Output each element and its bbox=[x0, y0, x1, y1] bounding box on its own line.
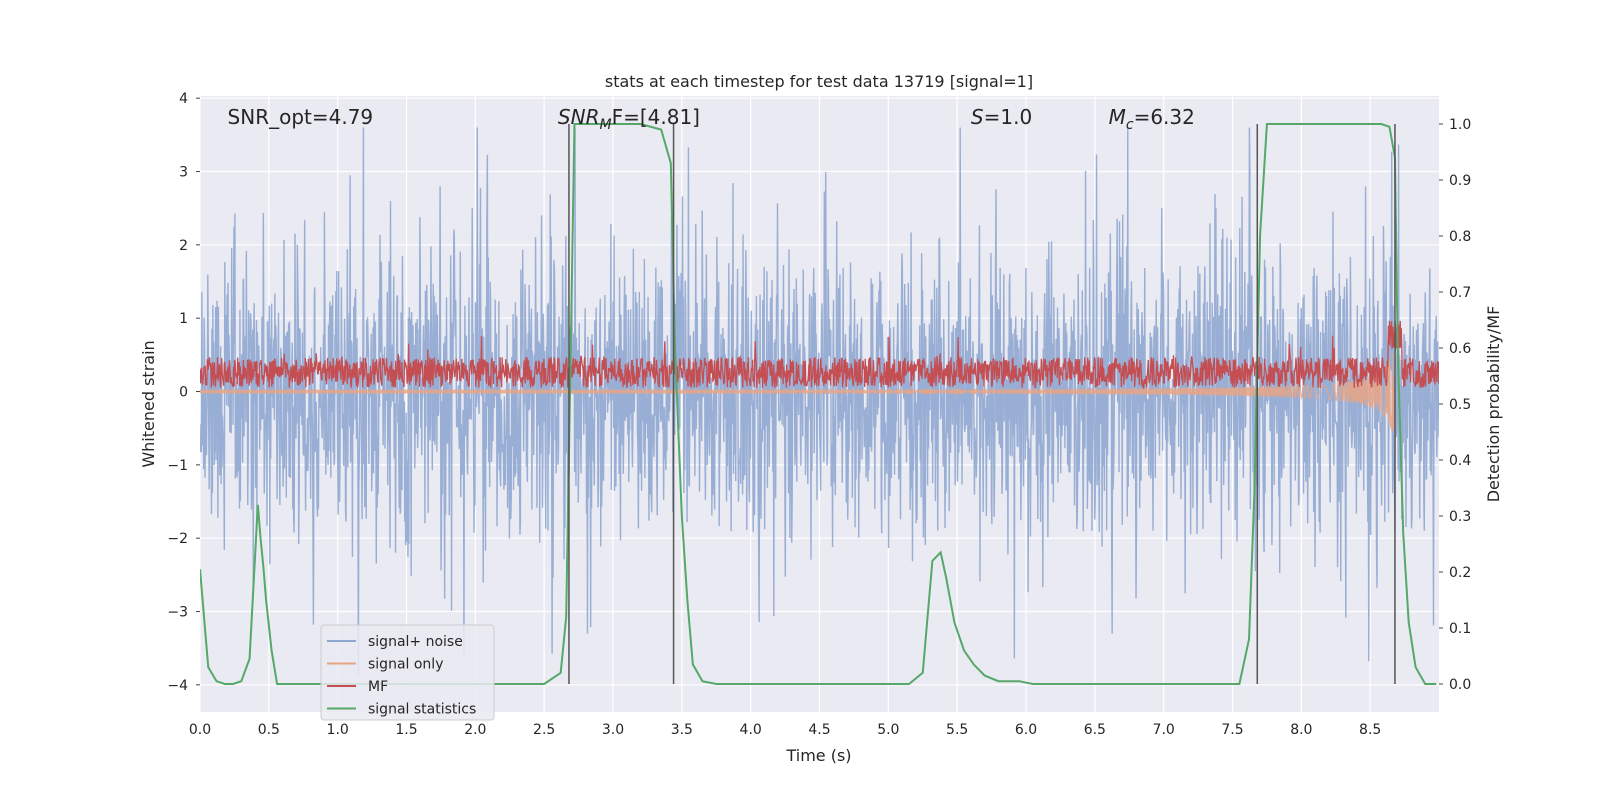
series-signal-noise bbox=[200, 127, 1439, 676]
annotation-base: M bbox=[1109, 105, 1126, 129]
y-left-axis-label: Whitened strain bbox=[139, 340, 158, 467]
annotation: SNRMF=[4.81] bbox=[558, 105, 700, 133]
legend-label: signal only bbox=[368, 657, 443, 673]
annotation-rest: F=[4.81] bbox=[612, 105, 700, 129]
annotations: SNR_opt=4.79 SNRMF=[4.81] S=1.0 Mc=6.32 bbox=[228, 105, 1195, 133]
y-right-tick-label: 0.3 bbox=[1449, 509, 1471, 525]
y-right-tick-label: 0.7 bbox=[1449, 285, 1471, 301]
series-mf bbox=[200, 320, 1439, 390]
chart-title: stats at each timestep for test data 137… bbox=[605, 72, 1033, 91]
x-tick-label: 2.0 bbox=[464, 722, 486, 738]
y-left-tick-label: 1 bbox=[179, 311, 188, 327]
x-tick-label: 8.5 bbox=[1359, 722, 1381, 738]
y-right-tick-label: 0.9 bbox=[1449, 173, 1471, 189]
x-tick-label: 6.0 bbox=[1015, 722, 1037, 738]
annotation-base: SNR bbox=[558, 105, 600, 129]
vertical-markers bbox=[568, 124, 1396, 684]
series-signal-only bbox=[200, 352, 1396, 432]
x-tick-label: 1.5 bbox=[395, 722, 417, 738]
annotation-rest: =1.0 bbox=[984, 105, 1033, 129]
y-left-tick-label: 2 bbox=[179, 238, 188, 254]
annotation-subscript: c bbox=[1126, 117, 1134, 133]
y-right-tick-labels: 1.0 0.9 0.8 0.7 0.6 0.5 0.4 0.3 0.2 0.1 0.0 bbox=[1439, 117, 1471, 693]
data-layer bbox=[200, 123, 1439, 685]
y-right-tick-label: 0.5 bbox=[1449, 397, 1471, 413]
x-tick-label: 4.5 bbox=[808, 722, 830, 738]
annotation-rest: =6.32 bbox=[1134, 105, 1195, 129]
annotation: S=1.0 bbox=[971, 105, 1032, 129]
y-left-tick-label: −4 bbox=[167, 678, 188, 694]
x-tick-label: 1.0 bbox=[327, 722, 349, 738]
legend-label: signal+ noise bbox=[368, 634, 463, 650]
annotation-subscript: M bbox=[599, 117, 611, 133]
annotation-base: S bbox=[971, 105, 984, 129]
y-left-tick-label: 3 bbox=[179, 165, 188, 181]
series-signal-statistics bbox=[200, 123, 1437, 685]
x-tick-label: 0.5 bbox=[258, 722, 280, 738]
x-tick-label: 4.0 bbox=[740, 722, 762, 738]
legend-label: MF bbox=[368, 679, 388, 695]
y-left-tick-label: −2 bbox=[167, 531, 188, 547]
annotation-base: SNR_opt=4.79 bbox=[228, 105, 374, 129]
legend-items: signal+ noise signal only MF signal statist… bbox=[327, 634, 476, 718]
legend-label: signal statistics bbox=[368, 702, 476, 718]
x-tick-label: 5.5 bbox=[946, 722, 968, 738]
x-axis-label: Time (s) bbox=[785, 746, 851, 765]
y-right-tick-label: 0.6 bbox=[1449, 341, 1471, 357]
y-right-axis-label: Detection probability/MF bbox=[1484, 306, 1503, 503]
y-right-tick-label: 0.8 bbox=[1449, 229, 1471, 245]
y-left-tick-label: 4 bbox=[179, 91, 188, 107]
x-tick-label: 2.5 bbox=[533, 722, 555, 738]
x-tick-label: 3.0 bbox=[602, 722, 624, 738]
y-left-tick-label: −1 bbox=[167, 458, 188, 474]
x-tick-label: 7.5 bbox=[1221, 722, 1243, 738]
x-tick-labels: 0.0 0.5 1.0 1.5 2.0 2.5 3.0 3.5 4.0 4.5 5.0 5.5 6.0 6… bbox=[189, 722, 1381, 738]
annotation: SNR_opt=4.79 bbox=[228, 105, 374, 129]
x-tick-label: 3.5 bbox=[671, 722, 693, 738]
annotation: Mc=6.32 bbox=[1109, 105, 1195, 133]
y-right-tick-label: 1.0 bbox=[1449, 117, 1471, 133]
y-right-tick-label: 0.4 bbox=[1449, 453, 1471, 469]
x-tick-label: 5.0 bbox=[877, 722, 899, 738]
legend-box bbox=[320, 624, 495, 721]
x-tick-label: 7.0 bbox=[1153, 722, 1175, 738]
legend: signal+ noise signal only MF signal statist… bbox=[320, 624, 495, 721]
y-right-tick-label: 0.1 bbox=[1449, 621, 1471, 637]
x-tick-label: 8.0 bbox=[1290, 722, 1312, 738]
y-left-tick-labels: 4 3 2 1 0 −1 −2 −3 −4 bbox=[167, 91, 200, 694]
y-right-tick-label: 0.0 bbox=[1449, 677, 1471, 693]
x-tick-label: 0.0 bbox=[189, 722, 211, 738]
y-left-tick-label: −3 bbox=[167, 605, 188, 621]
y-left-tick-label: 0 bbox=[179, 385, 188, 401]
y-right-tick-label: 0.2 bbox=[1449, 565, 1471, 581]
x-tick-label: 6.5 bbox=[1084, 722, 1106, 738]
